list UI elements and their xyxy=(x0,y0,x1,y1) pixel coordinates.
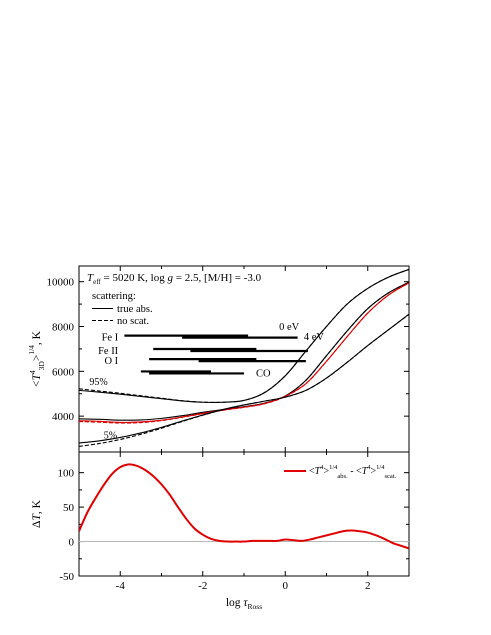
x-tick-label: -2 xyxy=(198,580,207,592)
percentile-label: 95% xyxy=(89,377,107,388)
y-tick-label: 6000 xyxy=(52,366,75,378)
temperature-curves xyxy=(79,268,409,447)
x-tick-label: 0 xyxy=(283,580,289,592)
series-difference xyxy=(79,463,409,550)
legend-difference-label: <T4>1/4abs. - <T4>1/4scat. xyxy=(309,464,397,480)
series-percentile-black-solid xyxy=(79,313,409,444)
x-axis-label: log τRoss xyxy=(226,597,262,611)
bottom-y-tick-labels: -50 0 50 100 xyxy=(58,468,75,583)
difference-panel: -50 0 50 100 -4 -2 0 2 <T4>1/4abs. - <T4>1/4sc… xyxy=(31,451,410,611)
top-y-axis-label: <T43D>1/4, K xyxy=(27,330,46,387)
species-label: Fe I xyxy=(102,333,119,344)
y-tick-label: 10000 xyxy=(47,277,75,289)
series-mean-red-dashed xyxy=(79,282,409,424)
formation-range-bars: Fe I Fe IIO I CO 0 eV 4 eV xyxy=(98,322,324,380)
bottom-legend: <T4>1/4abs. - <T4>1/4scat. xyxy=(284,464,397,480)
difference-curve xyxy=(79,463,409,550)
excitation-label: 0 eV xyxy=(279,322,300,333)
series-mean-red-solid xyxy=(79,282,409,423)
x-tick-label: 2 xyxy=(365,580,371,592)
y-tick-label: -50 xyxy=(59,571,74,583)
model-parameters: Teff = 5020 K, log g = 2.5, [M/H] = -3.0 xyxy=(87,272,262,286)
legend-title: scattering: xyxy=(92,291,136,302)
legend-true-abs: true abs. xyxy=(117,304,153,315)
y-tick-label: 50 xyxy=(63,502,75,514)
y-tick-label: 0 xyxy=(69,537,75,549)
y-tick-label: 8000 xyxy=(52,322,75,334)
species-label: CO xyxy=(256,368,271,379)
top-legend: scattering: true abs. no scat. xyxy=(92,291,153,327)
x-tick-labels: -4 -2 0 2 xyxy=(116,580,371,592)
series-percentile-black-dashed xyxy=(79,268,409,403)
excitation-label: 4 eV xyxy=(304,332,325,343)
series-percentile-black-dashed xyxy=(79,313,409,447)
species-label: O I xyxy=(104,356,118,367)
temperature-panel: 4000 6000 8000 10000 Fe I Fe IIO I CO 0 eV 4 eV… xyxy=(27,265,410,453)
species-label: Fe II xyxy=(98,346,119,357)
bottom-y-axis-label: ΔT, K xyxy=(31,499,43,528)
y-tick-label: 100 xyxy=(58,468,75,480)
percentile-label: 5% xyxy=(104,431,117,442)
legend-no-scat: no scat. xyxy=(117,316,149,327)
top-y-tick-labels: 4000 6000 8000 10000 xyxy=(47,277,75,423)
y-tick-label: 4000 xyxy=(52,411,75,423)
x-tick-label: -4 xyxy=(116,580,126,592)
